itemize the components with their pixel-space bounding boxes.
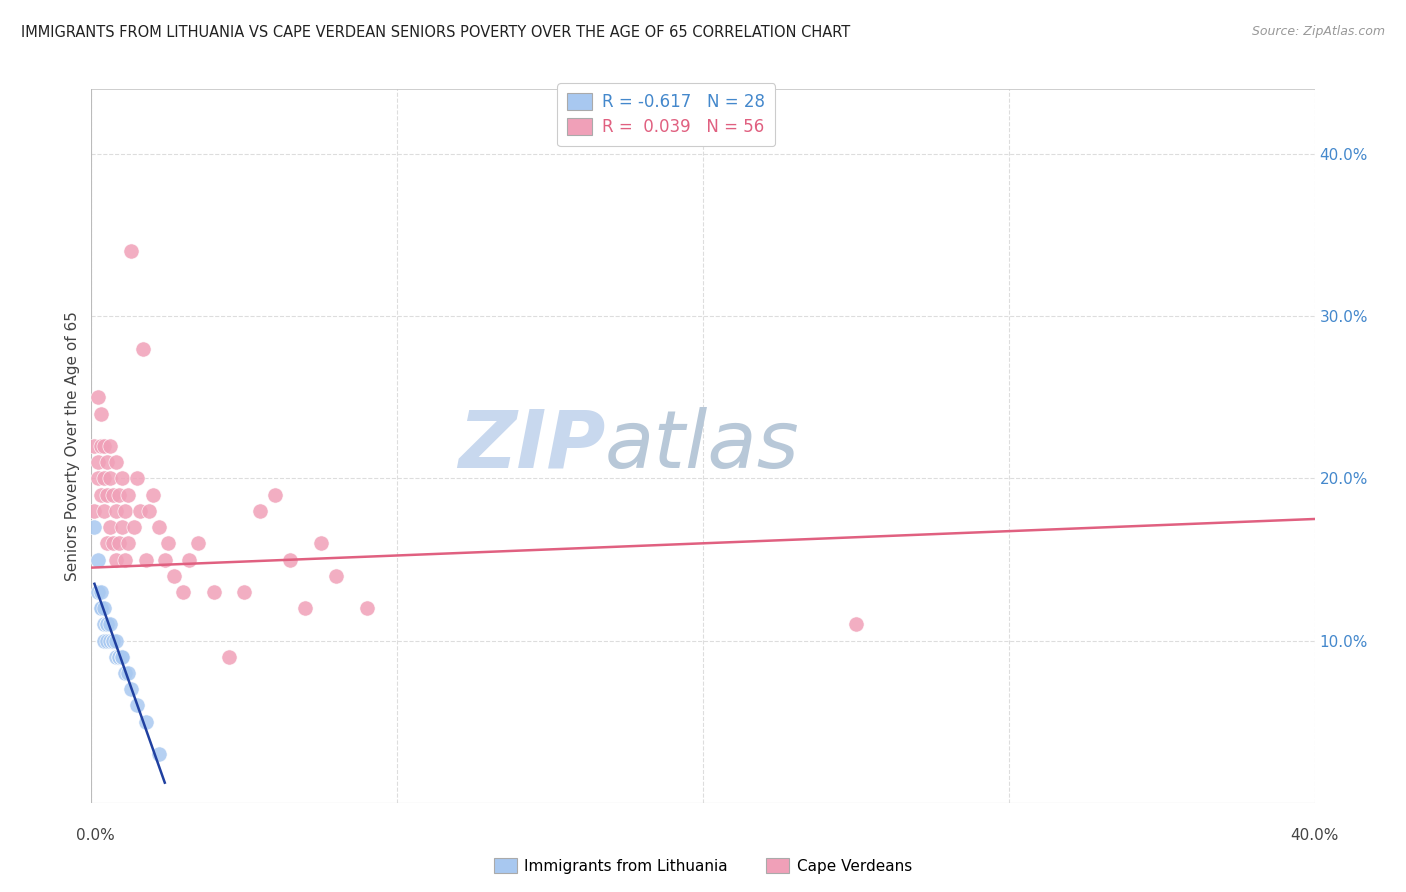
Point — [90, 407, 112, 421]
Text: Source: ZipAtlas.com: Source: ZipAtlas.com — [1251, 25, 1385, 38]
Point — [108, 536, 131, 550]
Text: ZIP: ZIP — [458, 407, 605, 485]
Point — [163, 568, 186, 582]
Point — [104, 455, 127, 469]
Point — [90, 601, 112, 615]
Legend: Immigrants from Lithuania, Cape Verdeans: Immigrants from Lithuania, Cape Verdeans — [488, 852, 918, 880]
Point — [325, 568, 347, 582]
Point — [93, 504, 115, 518]
Point — [294, 601, 316, 615]
Point — [845, 617, 868, 632]
Point — [153, 552, 176, 566]
Point — [111, 520, 134, 534]
Point — [233, 585, 256, 599]
Point — [96, 536, 118, 550]
Point — [98, 471, 121, 485]
Point — [111, 471, 134, 485]
Point — [120, 682, 142, 697]
Point — [98, 633, 121, 648]
Point — [249, 504, 271, 518]
Point — [96, 455, 118, 469]
Point — [127, 471, 149, 485]
Point — [90, 585, 112, 599]
Point — [93, 439, 115, 453]
Point — [90, 488, 112, 502]
Point — [86, 390, 108, 404]
Point — [101, 633, 124, 648]
Point — [93, 601, 115, 615]
Point — [135, 552, 157, 566]
Point — [98, 520, 121, 534]
Point — [148, 747, 170, 761]
Point — [86, 455, 108, 469]
Point — [117, 666, 139, 681]
Point — [96, 617, 118, 632]
Point — [104, 649, 127, 664]
Point — [309, 536, 332, 550]
Legend: R = -0.617   N = 28, R =  0.039   N = 56: R = -0.617 N = 28, R = 0.039 N = 56 — [557, 83, 775, 146]
Point — [96, 633, 118, 648]
Point — [93, 471, 115, 485]
Point — [111, 649, 134, 664]
Point — [120, 244, 142, 259]
Point — [187, 536, 209, 550]
Text: atlas: atlas — [605, 407, 800, 485]
Point — [93, 617, 115, 632]
Point — [96, 617, 118, 632]
Point — [104, 504, 127, 518]
Point — [114, 504, 136, 518]
Point — [86, 471, 108, 485]
Point — [117, 488, 139, 502]
Point — [90, 439, 112, 453]
Point — [132, 342, 155, 356]
Point — [264, 488, 287, 502]
Point — [93, 633, 115, 648]
Point — [114, 552, 136, 566]
Point — [172, 585, 194, 599]
Point — [101, 536, 124, 550]
Point — [98, 617, 121, 632]
Point — [114, 666, 136, 681]
Text: 40.0%: 40.0% — [1291, 829, 1339, 843]
Point — [108, 488, 131, 502]
Point — [135, 714, 157, 729]
Point — [218, 649, 240, 664]
Point — [179, 552, 201, 566]
Point — [83, 504, 105, 518]
Point — [117, 536, 139, 550]
Text: 0.0%: 0.0% — [76, 829, 115, 843]
Point — [202, 585, 225, 599]
Point — [148, 520, 170, 534]
Point — [122, 520, 145, 534]
Point — [278, 552, 301, 566]
Point — [111, 649, 134, 664]
Point — [356, 601, 378, 615]
Point — [83, 439, 105, 453]
Point — [138, 504, 160, 518]
Point — [108, 649, 131, 664]
Text: IMMIGRANTS FROM LITHUANIA VS CAPE VERDEAN SENIORS POVERTY OVER THE AGE OF 65 COR: IMMIGRANTS FROM LITHUANIA VS CAPE VERDEA… — [21, 25, 851, 40]
Point — [156, 536, 179, 550]
Point — [141, 488, 163, 502]
Point — [127, 698, 149, 713]
Point — [104, 552, 127, 566]
Point — [129, 504, 152, 518]
Y-axis label: Seniors Poverty Over the Age of 65: Seniors Poverty Over the Age of 65 — [65, 311, 80, 581]
Point — [90, 601, 112, 615]
Point — [83, 520, 105, 534]
Point — [108, 649, 131, 664]
Point — [86, 585, 108, 599]
Point — [101, 488, 124, 502]
Point — [96, 488, 118, 502]
Point — [98, 439, 121, 453]
Point — [86, 552, 108, 566]
Point — [101, 633, 124, 648]
Point — [104, 633, 127, 648]
